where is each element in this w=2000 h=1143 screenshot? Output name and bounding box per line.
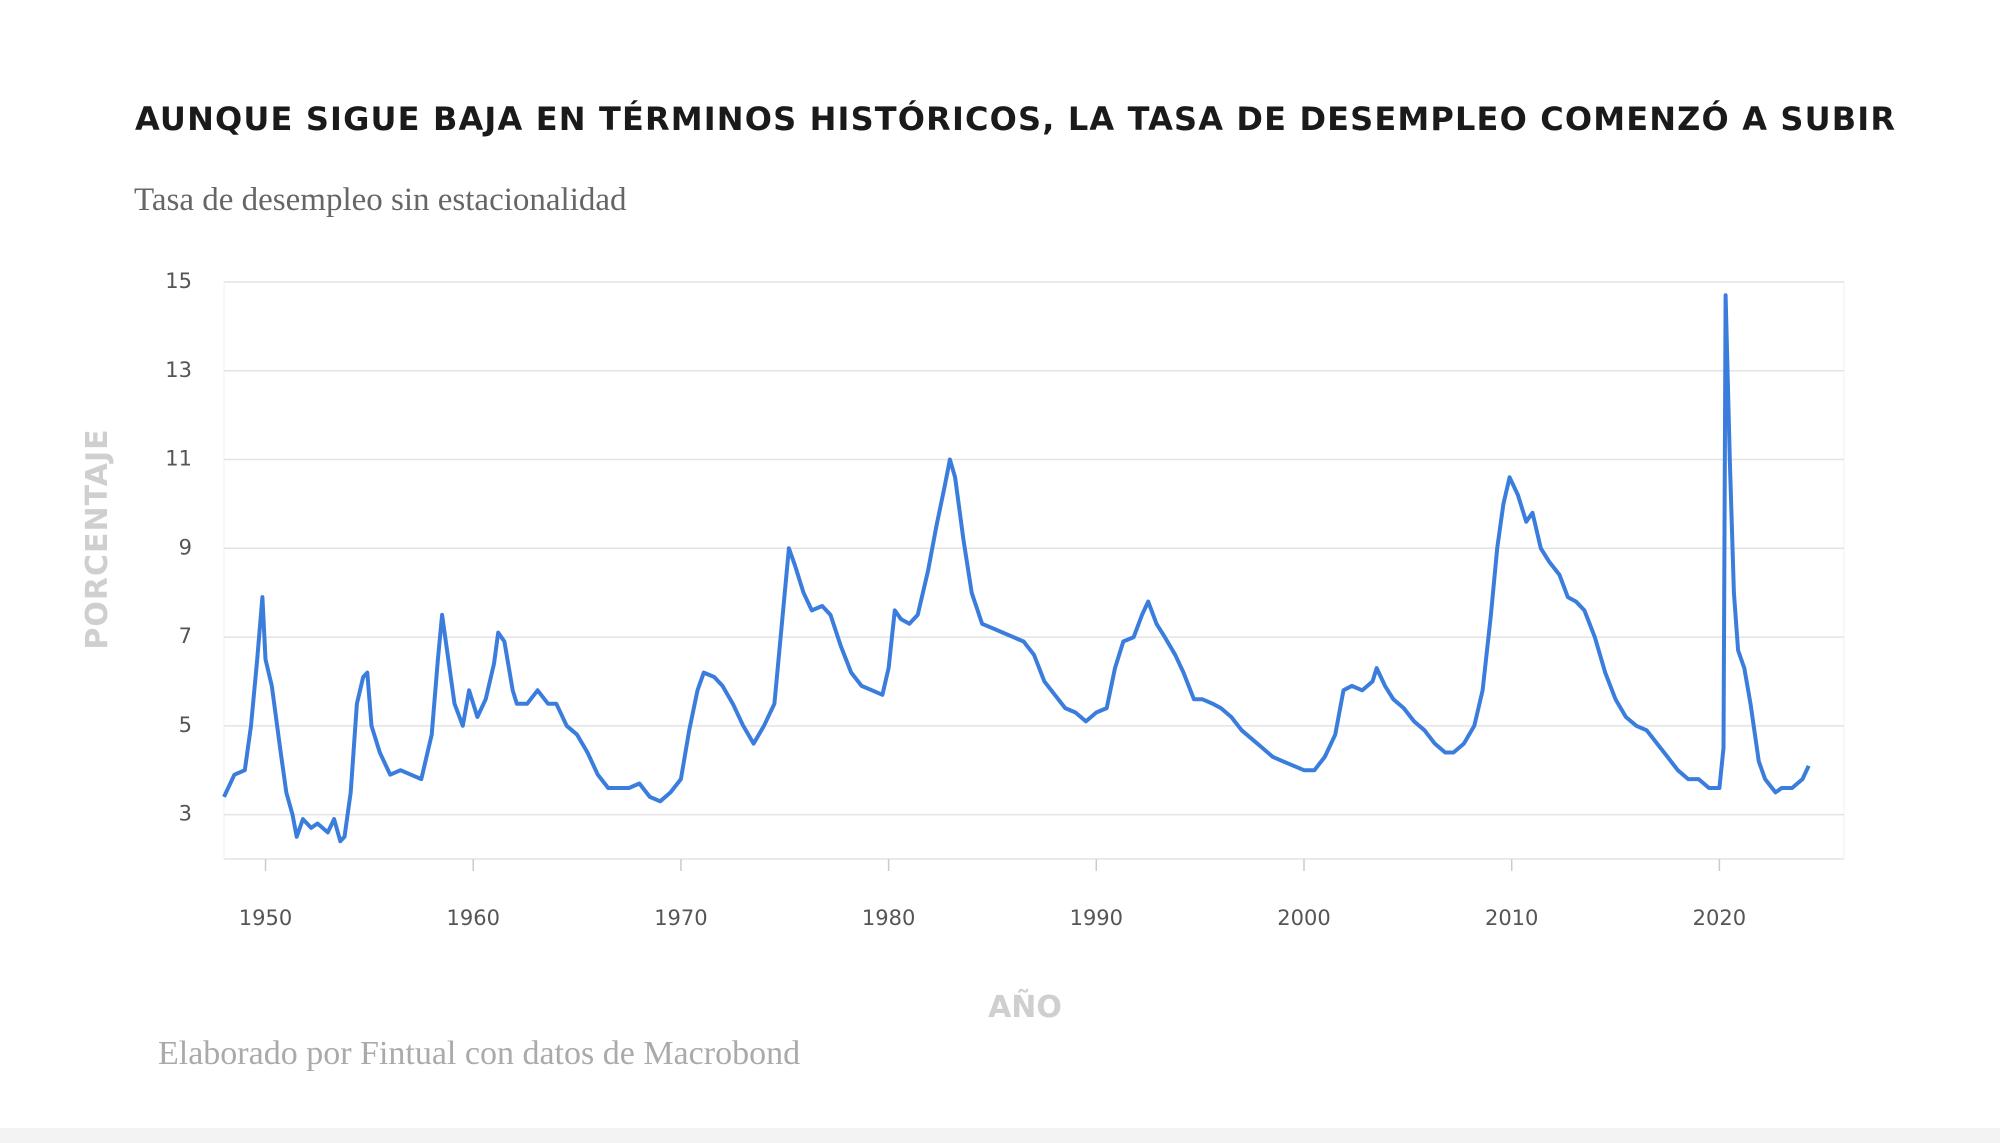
y-tick-label: 15 — [165, 269, 192, 293]
x-tick-label: 2000 — [1277, 906, 1330, 930]
x-tick-label: 1980 — [862, 906, 915, 930]
x-tick-label: 1970 — [654, 906, 707, 930]
y-tick-label: 9 — [179, 535, 192, 559]
x-tick-label: 2010 — [1485, 906, 1538, 930]
source-note: Elaborado por Fintual con datos de Macro… — [158, 1035, 800, 1072]
y-axis-label: PORCENTAJE — [80, 428, 115, 649]
y-tick-label: 3 — [179, 802, 192, 826]
x-tick-label: 2020 — [1693, 906, 1746, 930]
y-tick-label: 7 — [179, 624, 192, 648]
y-tick-label: 5 — [179, 713, 192, 737]
y-tick-label: 11 — [165, 447, 192, 471]
x-tick-label: 1990 — [1070, 906, 1123, 930]
chart-title: AUNQUE SIGUE BAJA EN TÉRMINOS HISTÓRICOS… — [135, 99, 1895, 138]
x-tick-label: 1950 — [239, 906, 292, 930]
plot-area — [223, 281, 1845, 860]
y-tick-label: 13 — [165, 358, 192, 382]
x-tick-label: 1960 — [447, 906, 500, 930]
x-axis-label: AÑO — [988, 988, 1062, 1025]
footer-band — [0, 1128, 2000, 1143]
chart-subtitle: Tasa de desempleo sin estacionalidad — [134, 182, 627, 218]
data-line — [222, 293, 1811, 844]
